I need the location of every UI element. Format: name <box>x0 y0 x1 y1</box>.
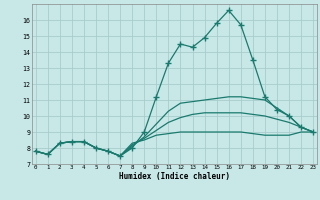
X-axis label: Humidex (Indice chaleur): Humidex (Indice chaleur) <box>119 172 230 181</box>
